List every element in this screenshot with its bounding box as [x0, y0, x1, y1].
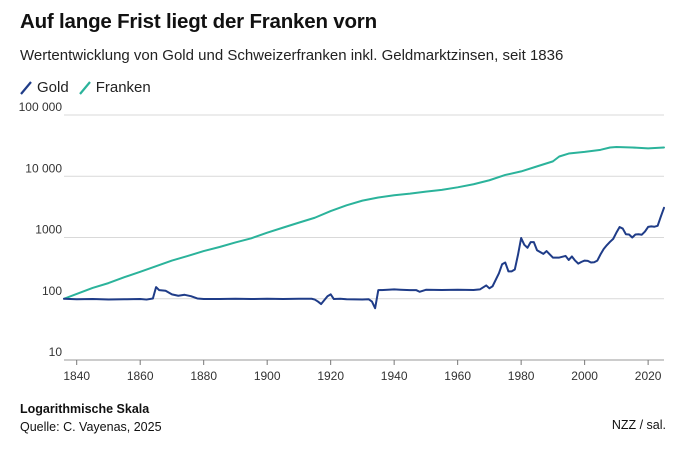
x-tick-label-1900: 1900 [254, 369, 281, 383]
legend-swatch-franken [78, 80, 91, 95]
x-tick-label-1880: 1880 [190, 369, 217, 383]
series-layer [63, 146, 665, 310]
y-tick-label-100000: 100 000 [19, 100, 63, 114]
grid-layer [64, 114, 664, 361]
tick-layer: 10 100 1000 10 000 100 000 1840 1860 1880 1900 19… [19, 100, 662, 383]
chart-footer: Logarithmische Skala Quelle: C. Vayenas,… [20, 400, 162, 436]
y-tick-label-10: 10 [49, 345, 63, 359]
x-tick-label-2000: 2000 [571, 369, 598, 383]
line-chart: 10 100 1000 10 000 100 000 1840 1860 1880 1900 19… [19, 100, 665, 383]
credit-note: NZZ / sal. [611, 418, 666, 432]
legend-swatch-gold [20, 80, 32, 95]
legend-label-franken: Franken [95, 79, 151, 96]
chart-title: Auf lange Frist liegt der Franken vorn [20, 10, 377, 33]
x-tick-label-1920: 1920 [317, 369, 344, 383]
x-tick-label-1860: 1860 [127, 369, 154, 383]
source-note: Quelle: C. Vayenas, 2025 [20, 420, 162, 434]
series-line-franken [63, 146, 665, 300]
y-tick-label-100: 100 [42, 284, 62, 298]
x-tick-label-1940: 1940 [381, 369, 408, 383]
x-tick-label-1960: 1960 [444, 369, 471, 383]
legend-item-gold: Gold [20, 79, 69, 96]
x-tick-label-1980: 1980 [508, 369, 535, 383]
chart-legend: Gold Franken [20, 79, 161, 96]
x-tick-label-2020: 2020 [635, 369, 662, 383]
y-tick-label-1000: 1000 [35, 223, 62, 237]
x-tick-label-1840: 1840 [63, 369, 90, 383]
y-tick-label-10000: 10 000 [25, 161, 62, 175]
legend-item-franken: Franken [78, 79, 151, 96]
legend-label-gold: Gold [37, 79, 69, 96]
chart-subtitle: Wertentwicklung von Gold und Schweizerfr… [20, 47, 564, 64]
scale-note: Logarithmische Skala [20, 402, 150, 416]
series-line-gold [63, 206, 665, 310]
